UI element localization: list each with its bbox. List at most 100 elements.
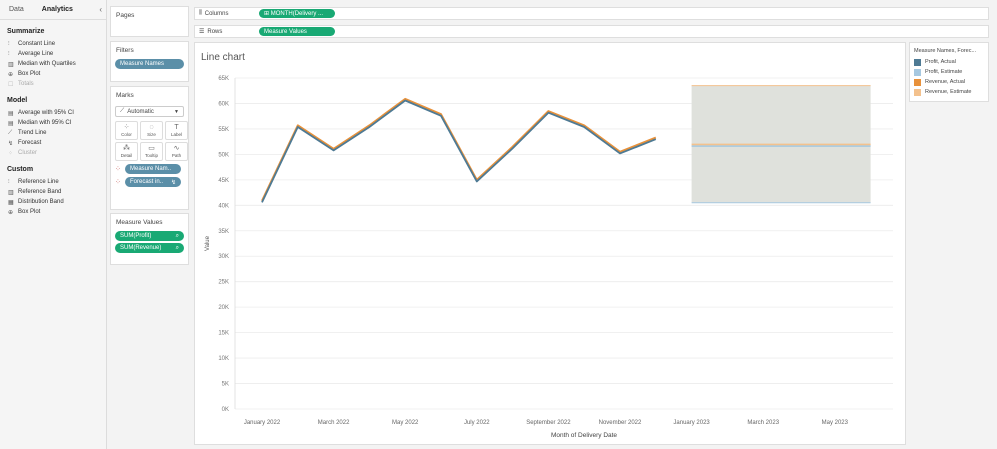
box-plot-icon: ⊕ [8,70,14,78]
chart-title: Line chart [201,52,245,63]
totals-icon: ☐ [8,80,14,88]
analytics-item-median-with-95-ci[interactable]: ▤ Median with 95% CI [0,118,106,128]
filters-card[interactable]: Filters Measure Names [110,41,189,82]
columns-pill-label: ⊞ MONTH(Delivery ... [264,11,324,17]
chevron-down-icon: ▼ [174,108,179,115]
marks-title: Marks [116,92,134,99]
analytics-item-label: Constant Line [18,41,56,47]
measure-values-card: Measure Values SUM(Profit) ⌕ SUM(Revenue… [110,213,189,265]
columns-label-text: Columns [204,10,229,17]
search-icon: ⌕ [175,232,179,239]
x-tick-label: November 2022 [599,420,642,426]
analytics-item-label: Reference Line [18,179,59,185]
median-quartiles-icon: ▥ [8,60,14,68]
pane-tabs: Data Analytics ‹ [0,0,106,20]
marks-path-button[interactable]: ∿ Path [165,142,188,161]
marks-pill-measure-names[interactable]: Measure Nam.. [125,164,181,174]
worksheet[interactable]: Line chart 0K 5K 10K 15K 20K 25K 30K 35K 40K 45K 5… [194,42,906,445]
y-tick-label: 55K [218,127,229,133]
analytics-item-average-with-95-ci[interactable]: ▤ Average with 95% CI [0,108,106,118]
color-dots-icon: ⁘ [115,179,121,186]
analytics-item-label: Totals [18,81,34,87]
columns-pill-month[interactable]: ⊞ MONTH(Delivery ... [259,9,335,18]
average-ci-icon: ▤ [8,109,14,117]
rows-shelf-label: ☰ Rows [195,28,259,36]
reference-band-icon: ▥ [8,188,14,196]
marks-button-label: Label [170,132,182,137]
marks-detail-button[interactable]: ⁂ Detail [115,142,138,161]
box-plot-icon: ⊕ [8,208,14,216]
y-tick-label: 5K [222,382,229,388]
measure-pill-revenue[interactable]: SUM(Revenue) ⌕ [115,243,184,253]
marks-tooltip-button[interactable]: ▭ Tooltip [140,142,163,161]
y-tick-label: 0K [222,407,229,413]
tab-data[interactable]: Data [9,6,24,13]
constant-line-icon: ⫶ [8,40,10,47]
y-tick-label: 10K [218,356,229,362]
marks-pill-forecast[interactable]: Forecast in.. ↯ [125,177,181,187]
analytics-item-forecast[interactable]: ↯ Forecast [0,138,106,148]
analytics-item-box-plot[interactable]: ⊕ Box Plot [0,207,106,217]
legend-item-revenue-actual[interactable]: Revenue, Actual [910,77,988,87]
analytics-item-reference-band[interactable]: ▥ Reference Band [0,187,106,197]
collapse-pane-icon[interactable]: ‹ [99,5,102,14]
path-icon: ∿ [173,145,180,152]
analytics-item-reference-line[interactable]: ⫶ Reference Line [0,177,106,187]
color-icon: ⁘ [123,124,130,131]
x-tick-label: July 2022 [464,420,490,426]
rows-pill-measure-values[interactable]: Measure Values [259,27,335,36]
y-tick-label: 45K [218,178,229,184]
analytics-item-label: Median with 95% CI [18,120,72,126]
measure-pill-profit[interactable]: SUM(Profit) ⌕ [115,231,184,241]
marks-pill-row-measure-names: ⁘ Measure Nam.. [115,164,184,174]
mark-type-dropdown[interactable]: ⟋ Automatic ▼ [115,106,184,117]
legend-label: Profit, Actual [925,59,956,65]
y-tick-label: 65K [218,76,229,82]
label-icon: T [174,124,179,131]
marks-button-label: Size [147,132,156,137]
analytics-item-distribution-band[interactable]: ▦ Distribution Band [0,197,106,207]
filter-pill-measure-names[interactable]: Measure Names [115,59,184,69]
x-tick-label: September 2022 [526,420,571,426]
tab-analytics[interactable]: Analytics [41,6,73,13]
legend-swatch [914,68,921,76]
marks-color-button[interactable]: ⁘ Color [115,121,138,140]
legend-item-profit-actual[interactable]: Profit, Actual [910,57,988,67]
pages-title: Pages [116,12,135,19]
filters-title: Filters [116,47,134,54]
analytics-item-average-line[interactable]: ⫶ Average Line [0,49,106,59]
legend-swatch [914,78,921,86]
y-tick-label: 25K [218,280,229,286]
section-title-model: Model [7,97,28,104]
search-icon: ⌕ [175,244,179,251]
marks-pill-row-forecast: ⁘ Forecast in.. ↯ [115,177,184,187]
analytics-item-median-with-quartiles[interactable]: ▥ Median with Quartiles [0,59,106,69]
cluster-icon: ⁘ [8,149,14,157]
marks-label-button[interactable]: T Label [165,121,188,140]
x-tick-label: May 2023 [822,420,849,426]
measure-pill-label: SUM(Revenue) [120,245,162,251]
analytics-item-cluster: ⁘ Cluster [0,148,106,158]
analytics-item-label: Cluster [18,150,38,156]
pages-card[interactable]: Pages [110,6,189,37]
marks-pill-label: Forecast in.. [130,179,164,185]
marks-size-button[interactable]: ◌ Size [140,121,163,140]
analytics-item-trend-line[interactable]: ⟋ Trend Line [0,128,106,138]
analytics-item-box-plot[interactable]: ⊕ Box Plot [0,69,106,79]
analytics-item-constant-line[interactable]: ⫶ Constant Line [0,39,106,49]
y-tick-label: 50K [218,152,229,158]
x-tick-label: January 2022 [244,420,281,426]
size-icon: ◌ [149,124,154,131]
legend-item-revenue-estimate[interactable]: Revenue, Estimate [910,87,988,97]
legend-label: Profit, Estimate [925,69,963,75]
y-tick-label: 35K [218,229,229,235]
line-chart[interactable]: 0K 5K 10K 15K 20K 25K 30K 35K 40K 45K 50K 55K 60K 65K… [195,43,907,446]
columns-icon: ⫼ [199,10,202,16]
forecast-icon: ↯ [8,139,14,147]
rows-label-text: Rows [207,28,223,35]
legend-title: Measure Names, Forec... [914,48,977,54]
legend-item-profit-estimate[interactable]: Profit, Estimate [910,67,988,77]
columns-shelf[interactable]: ⫼ Columns ⊞ MONTH(Delivery ... [194,7,989,20]
analytics-item-label: Reference Band [18,189,62,195]
rows-shelf[interactable]: ☰ Rows Measure Values [194,25,989,38]
